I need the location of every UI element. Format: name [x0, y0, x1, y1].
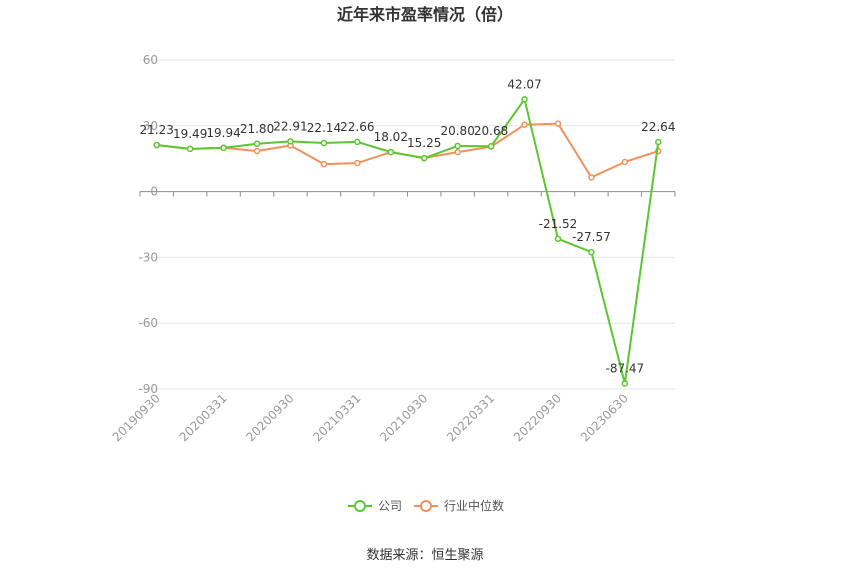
- company-data-point: [420, 154, 428, 162]
- industry-median-data-point: [354, 159, 361, 167]
- industry-median-data-point: [554, 120, 562, 127]
- legend: 公司 行业中位数: [348, 498, 504, 513]
- company-data-label: 22.14: [307, 121, 341, 135]
- company-data-point: [521, 96, 528, 103]
- x-tick-label: 20220331: [444, 391, 497, 444]
- y-tick-label: 0: [150, 185, 158, 199]
- legend-label-industry-median: 行业中位数: [444, 498, 504, 513]
- company-data-label: 21.80: [240, 122, 274, 136]
- company-data-point: [588, 248, 595, 256]
- y-tick-label: 60: [143, 53, 158, 67]
- company-data-point: [354, 138, 361, 146]
- company-data-point: [287, 138, 294, 145]
- company-data-point: [253, 140, 261, 148]
- data-label-layer: 21.23 19.49 19.94 21.80 22.91 22.14 22.6618.02…: [140, 77, 676, 375]
- industry-median-data-point: [253, 147, 261, 155]
- company-data-label: 22.66: [340, 120, 374, 134]
- industry-median-data-point: [621, 158, 629, 166]
- company-data-label: 19.94: [206, 126, 240, 140]
- company-data-label: 19.49: [173, 127, 207, 141]
- company-data-label: 21.23: [140, 123, 174, 137]
- legend-swatch-company-marker: [354, 500, 366, 512]
- industry-median-data-point: [320, 160, 328, 168]
- company-data-point: [487, 142, 495, 150]
- y-tick-label: -30: [138, 250, 158, 264]
- chart-title: 近年来市盈率情况（倍）: [337, 5, 513, 24]
- x-tick-label: 20230630: [578, 391, 631, 444]
- company-data-label: 15.25: [407, 136, 441, 150]
- industry-median-data-point: [588, 174, 595, 181]
- company-series-line: [156, 98, 660, 385]
- company-data-label: -21.52: [539, 217, 578, 231]
- x-tick-label: 20210331: [310, 391, 363, 444]
- source-note: 数据来源：恒生聚源: [366, 548, 483, 563]
- x-tick-label: 20210930: [377, 391, 430, 444]
- x-tick-label: 20200331: [177, 391, 230, 444]
- industry-median-data-point: [454, 148, 461, 156]
- grid-layer: [140, 59, 675, 390]
- company-data-label: 22.91: [273, 119, 307, 133]
- legend-label-company: 公司: [378, 499, 402, 513]
- company-data-point: [320, 139, 328, 147]
- legend-item-company[interactable]: 公司: [348, 499, 402, 513]
- x-tick-label: 20220930: [511, 391, 564, 444]
- company-data-label: 18.02: [374, 130, 408, 144]
- company-data-point: [554, 235, 562, 243]
- legend-item-industry-median[interactable]: 行业中位数: [414, 498, 504, 513]
- company-data-label: 22.64: [641, 120, 675, 134]
- series-layer: [153, 96, 662, 387]
- company-data-point: [621, 380, 629, 387]
- y-tick-label: -90: [138, 382, 158, 396]
- legend-swatch-industry-marker: [420, 500, 432, 512]
- company-data-label: -27.57: [572, 230, 611, 244]
- company-data-label: 20.68: [474, 124, 508, 138]
- company-data-label: 42.07: [507, 77, 541, 91]
- company-data-label: -87.47: [606, 361, 645, 375]
- x-tick-label: 20200930: [244, 391, 297, 444]
- company-data-point: [186, 145, 194, 153]
- y-tick-label: -60: [138, 316, 158, 330]
- company-data-point: [387, 148, 395, 156]
- company-data-label: 20.80: [440, 124, 474, 138]
- company-data-point: [220, 144, 227, 152]
- y-tick-label: 30: [143, 119, 158, 133]
- company-data-point: [655, 138, 662, 146]
- company-data-point: [153, 141, 160, 149]
- company-data-point: [454, 142, 461, 150]
- x-tick-label: 20190930: [110, 391, 163, 444]
- industry-median-data-point: [521, 121, 528, 128]
